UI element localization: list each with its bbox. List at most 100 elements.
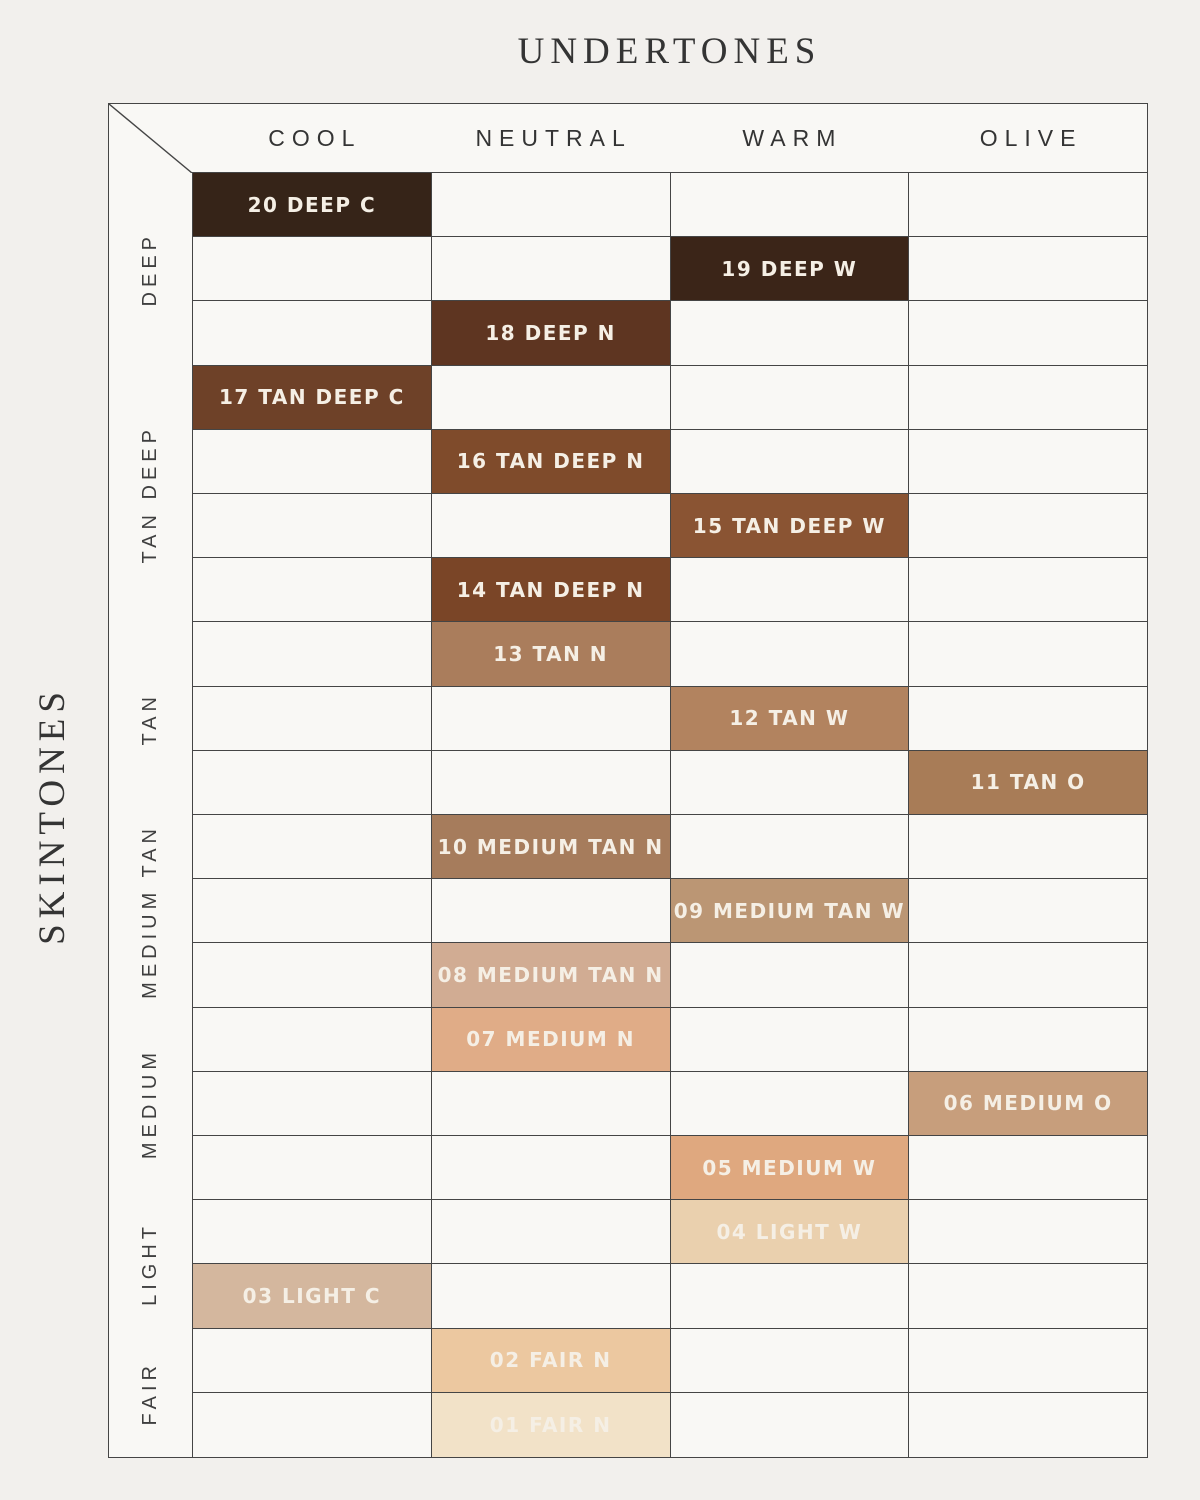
empty-cell <box>430 750 670 815</box>
skintone-group-label: DEEP <box>139 232 161 307</box>
empty-cell <box>669 173 909 238</box>
column-header-neutral: NEUTRAL <box>430 104 670 173</box>
shade-label: 01 FAIR N <box>489 1412 612 1437</box>
shade-label: 04 LIGHT W <box>716 1219 863 1244</box>
shade-label: 12 TAN W <box>729 706 850 731</box>
corner-cell <box>109 104 192 173</box>
column-header-olive: OLIVE <box>908 104 1147 173</box>
shade-label: 18 DEEP N <box>485 320 616 345</box>
empty-cell <box>192 1071 431 1136</box>
shade-cell-12-tan-w: 12 TAN W <box>669 686 909 751</box>
empty-cell <box>669 1328 909 1393</box>
shade-cell-04-light-w: 04 LIGHT W <box>669 1200 909 1265</box>
shade-label: 06 MEDIUM O <box>943 1091 1113 1116</box>
skintone-group-label: MEDIUM <box>139 1048 161 1160</box>
shade-cell-11-tan-o: 11 TAN O <box>908 750 1147 815</box>
empty-cell <box>908 1200 1147 1265</box>
shade-cell-13-tan-n: 13 TAN N <box>430 622 670 687</box>
empty-cell <box>908 686 1147 751</box>
shade-grid: COOL NEUTRAL WARM OLIVE DEEP TAN DEEP TAN M… <box>108 103 1148 1458</box>
shade-cell-18-deep-n: 18 DEEP N <box>430 301 670 366</box>
column-header-warm: WARM <box>669 104 909 173</box>
empty-cell <box>430 1135 670 1201</box>
empty-cell <box>192 750 431 815</box>
empty-cell <box>192 1200 431 1265</box>
skintone-group-deep: DEEP <box>109 173 192 366</box>
shade-label: 19 DEEP W <box>721 256 858 281</box>
side-axis: SKINTONES <box>0 140 104 1490</box>
shade-cell-15-tan-deep-w: 15 TAN DEEP W <box>669 493 909 559</box>
empty-cell <box>430 686 670 751</box>
skintone-group-medium: MEDIUM <box>109 1008 192 1201</box>
shade-cell-05-medium-w: 05 MEDIUM W <box>669 1135 909 1201</box>
shade-cell-08-medium-tan-n: 08 MEDIUM TAN N <box>430 943 670 1008</box>
empty-cell <box>192 814 431 880</box>
empty-cell <box>669 1264 909 1329</box>
empty-cell <box>669 1071 909 1136</box>
shade-label: 20 DEEP C <box>247 192 377 217</box>
page-title: UNDERTONES <box>517 31 822 72</box>
empty-cell <box>192 879 431 944</box>
empty-cell <box>908 622 1147 687</box>
empty-cell <box>192 429 431 494</box>
empty-cell <box>908 301 1147 366</box>
skintone-group-fair: FAIR <box>109 1329 192 1457</box>
empty-cell <box>192 558 431 623</box>
shade-label: 07 MEDIUM N <box>466 1027 635 1052</box>
shade-cell-09-medium-tan-w: 09 MEDIUM TAN W <box>669 879 909 944</box>
empty-cell <box>430 1264 670 1329</box>
empty-cell <box>192 1007 431 1072</box>
empty-cell <box>430 237 670 302</box>
shade-label: 03 LIGHT C <box>242 1283 382 1308</box>
empty-cell <box>192 237 431 302</box>
empty-cell <box>192 1328 431 1393</box>
empty-cell <box>192 1135 431 1201</box>
empty-cell <box>430 1200 670 1265</box>
empty-cell <box>908 943 1147 1008</box>
empty-cell <box>669 558 909 623</box>
empty-cell <box>192 686 431 751</box>
shade-label: 16 TAN DEEP N <box>456 449 645 474</box>
empty-cell <box>908 558 1147 623</box>
shade-label: 14 TAN DEEP N <box>456 577 645 602</box>
empty-cell <box>430 1071 670 1136</box>
empty-cell <box>908 1392 1147 1457</box>
empty-cell <box>908 814 1147 880</box>
shade-label: 15 TAN DEEP W <box>692 513 886 538</box>
shade-cell-02-fair-n: 02 FAIR N <box>430 1328 670 1393</box>
empty-cell <box>430 173 670 238</box>
shade-label: 08 MEDIUM TAN N <box>437 962 664 987</box>
empty-cell <box>192 943 431 1008</box>
shade-label: 17 TAN DEEP C <box>218 385 405 410</box>
empty-cell <box>908 879 1147 944</box>
empty-cell <box>669 943 909 1008</box>
empty-cell <box>430 879 670 944</box>
empty-cell <box>908 365 1147 430</box>
shade-label: 11 TAN O <box>970 770 1086 795</box>
empty-cell <box>192 622 431 687</box>
skintone-group-label: TAN DEEP <box>139 424 161 564</box>
empty-cell <box>669 365 909 430</box>
empty-cell <box>908 237 1147 302</box>
empty-cell <box>430 493 670 559</box>
skintone-group-medium-tan: MEDIUM TAN <box>109 815 192 1008</box>
shade-cell-06-medium-o: 06 MEDIUM O <box>908 1071 1147 1136</box>
shade-cell-19-deep-w: 19 DEEP W <box>669 237 909 302</box>
empty-cell <box>908 1007 1147 1072</box>
shade-cell-03-light-c: 03 LIGHT C <box>192 1264 431 1329</box>
empty-cell <box>908 493 1147 559</box>
skintone-group-tan: TAN <box>109 622 192 815</box>
empty-cell <box>669 750 909 815</box>
skintone-group-label: FAIR <box>139 1360 161 1426</box>
shade-label: 10 MEDIUM TAN N <box>437 834 664 859</box>
shade-cell-20-deep-c: 20 DEEP C <box>192 173 431 238</box>
column-header-cool: COOL <box>192 104 431 173</box>
shade-cell-16-tan-deep-n: 16 TAN DEEP N <box>430 429 670 494</box>
skintone-group-label: LIGHT <box>139 1222 161 1307</box>
shade-cell-07-medium-n: 07 MEDIUM N <box>430 1007 670 1072</box>
shade-cell-01-fair-n: 01 FAIR N <box>430 1392 670 1457</box>
shade-cell-10-medium-tan-n: 10 MEDIUM TAN N <box>430 814 670 880</box>
empty-cell <box>908 173 1147 238</box>
empty-cell <box>669 622 909 687</box>
shade-label: 05 MEDIUM W <box>702 1155 877 1180</box>
